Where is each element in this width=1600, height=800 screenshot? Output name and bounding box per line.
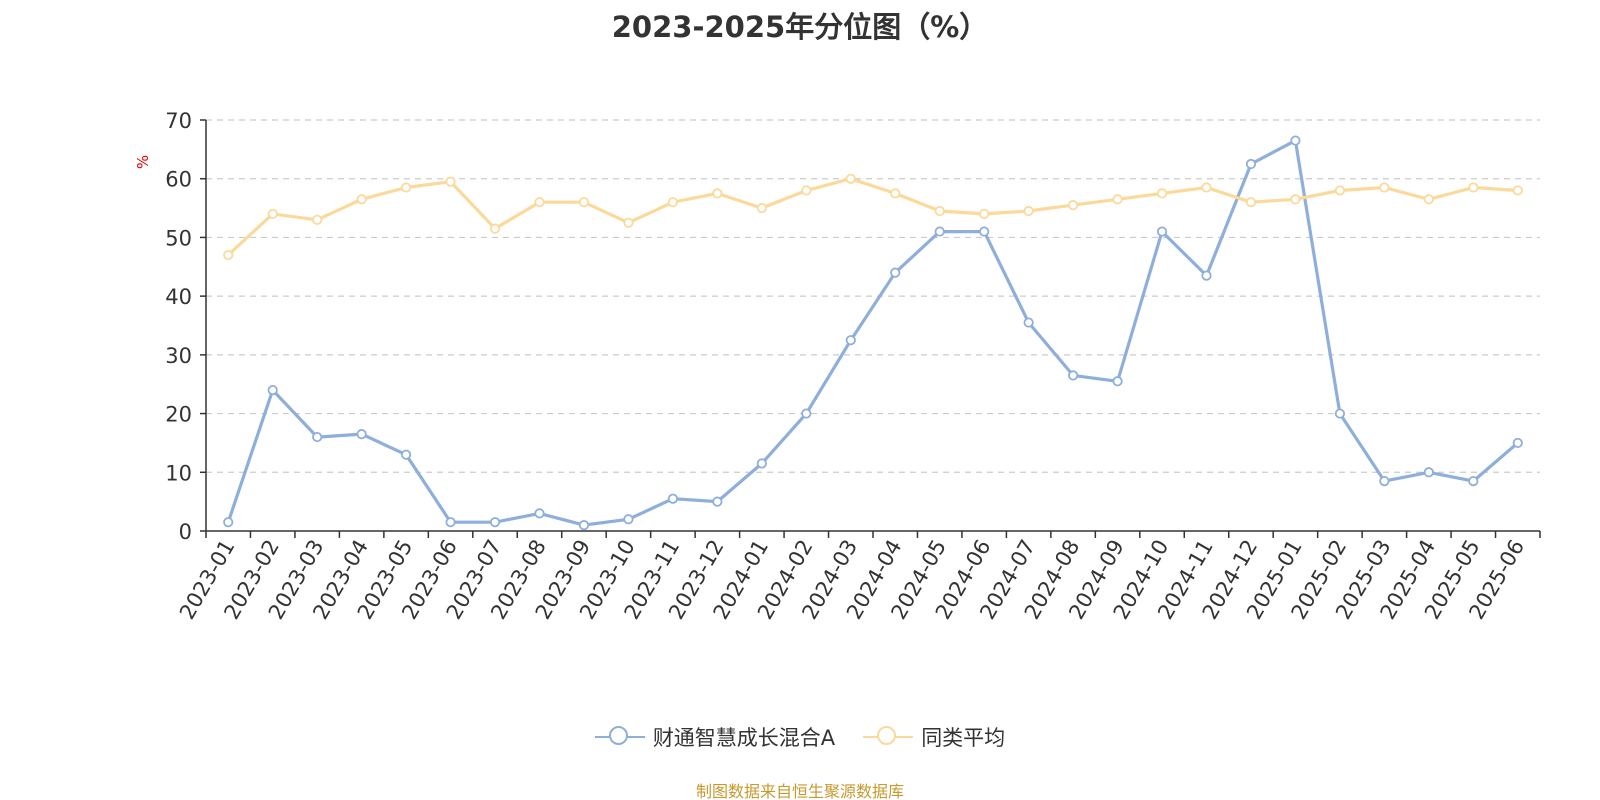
data-point <box>890 188 901 199</box>
data-point <box>312 431 323 443</box>
data-point <box>445 517 456 528</box>
data-point <box>1468 475 1479 487</box>
data-point <box>400 449 412 460</box>
data-point <box>1245 158 1257 170</box>
data-point <box>223 517 234 528</box>
data-point <box>400 182 412 193</box>
data-point <box>1068 370 1079 381</box>
legend-item[interactable]: 财通智慧成长混合A <box>594 722 836 752</box>
data-point <box>1112 194 1123 205</box>
legend-circle <box>608 726 628 745</box>
data-point <box>756 458 767 469</box>
y-tick-label: 40 <box>165 285 192 309</box>
data-point <box>489 517 501 528</box>
data-point <box>845 173 856 184</box>
data-point <box>1379 475 1390 487</box>
data-point <box>1156 226 1168 237</box>
data-point <box>267 384 278 396</box>
data-point <box>534 197 545 208</box>
data-point <box>979 208 990 220</box>
data-point <box>801 185 812 196</box>
axis-labels: 010203040506070%2023-012023-022023-03202… <box>134 109 1529 623</box>
legend-marker-icon <box>863 724 914 750</box>
data-point <box>356 194 367 205</box>
data-point <box>1468 182 1479 193</box>
chart-title: 2023-2025年分位图（%） <box>611 10 989 44</box>
data-point <box>801 408 812 419</box>
data-point <box>934 205 945 217</box>
series-lines <box>223 135 1523 531</box>
data-point <box>1379 182 1390 193</box>
data-point <box>578 197 590 208</box>
data-point <box>312 214 323 225</box>
data-point <box>623 514 634 525</box>
data-point <box>1334 408 1346 419</box>
data-point <box>1334 185 1346 196</box>
data-point <box>223 249 234 261</box>
data-point <box>934 226 945 237</box>
data-point <box>578 520 590 531</box>
data-point <box>845 335 856 346</box>
legend: 财通智慧成长混合A 同类平均 <box>0 722 1600 752</box>
y-tick-label: 70 <box>165 109 192 133</box>
data-point <box>623 217 634 228</box>
data-point <box>1023 317 1034 328</box>
legend-label: 财通智慧成长混合A <box>652 726 836 750</box>
data-point <box>667 197 679 208</box>
data-point <box>1423 467 1434 478</box>
legend-marker-icon <box>594 724 645 750</box>
data-point <box>667 493 679 504</box>
legend-label: 同类平均 <box>921 726 1006 750</box>
y-tick-label: 0 <box>179 520 192 544</box>
data-point <box>890 267 901 278</box>
data-point <box>712 496 723 507</box>
data-point <box>979 226 990 237</box>
data-point <box>1423 194 1434 205</box>
data-point <box>1201 182 1212 193</box>
data-point <box>1290 135 1301 146</box>
y-tick-label: 50 <box>165 226 192 250</box>
data-point <box>356 429 367 440</box>
legend-circle <box>877 726 897 745</box>
y-axis-label: % <box>134 155 152 169</box>
series-line-1 <box>226 139 1519 527</box>
data-point <box>1290 194 1301 205</box>
y-tick-label: 10 <box>165 461 192 485</box>
y-tick-label: 30 <box>165 344 192 368</box>
data-point <box>445 176 456 187</box>
data-point <box>489 223 501 234</box>
data-point <box>1512 437 1523 449</box>
source-note: 制图数据来自恒生聚源数据库 <box>695 782 904 800</box>
data-point <box>756 202 767 214</box>
data-point <box>1245 197 1257 208</box>
data-point <box>1201 270 1212 281</box>
data-point <box>1023 205 1034 217</box>
y-tick-label: 60 <box>165 168 192 192</box>
data-point <box>1156 188 1168 199</box>
data-point <box>1112 376 1123 387</box>
data-point <box>1512 185 1523 196</box>
series-line-2 <box>227 177 1518 257</box>
axes <box>200 119 1541 538</box>
data-point <box>712 188 723 199</box>
y-tick-label: 20 <box>165 403 192 427</box>
gridlines <box>206 119 1540 473</box>
data-point <box>1068 200 1079 211</box>
data-point <box>267 208 278 220</box>
legend-item[interactable]: 同类平均 <box>863 722 1005 752</box>
data-point <box>534 508 545 519</box>
